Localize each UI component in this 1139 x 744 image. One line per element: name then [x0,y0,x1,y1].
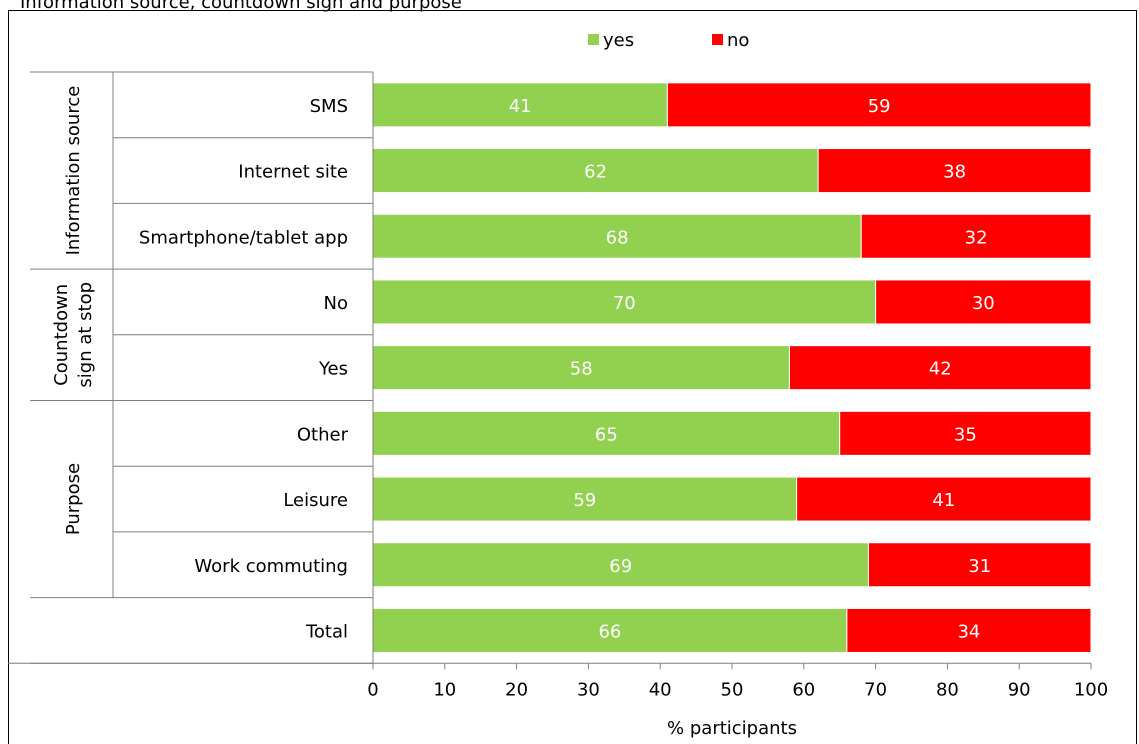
category-label-leisure: Leisure [283,490,348,511]
bar-label-no-no: 30 [972,293,995,314]
category-labels: SMS Internet site Smartphone/tablet app No Y… [139,96,349,643]
bar-label-no-sms: 59 [868,96,891,117]
category-label-smartphone-tablet-app: Smartphone/tablet app [139,227,348,248]
x-tick-label: 30 [577,679,600,700]
bar-label-no-total: 34 [957,621,980,642]
x-tick-label: 40 [649,679,672,700]
group-label-line: Countdown [51,284,72,386]
group-label-line: sign at stop [75,282,96,388]
bar-yes-total [372,607,848,653]
x-tick-label: 80 [936,679,959,700]
x-tick-label: 70 [864,679,887,700]
bar-label-no-work-commuting: 31 [968,556,991,577]
bar-label-yes-internet-site: 62 [584,162,607,183]
bar-yes-work-commuting [372,542,869,588]
bar-yes-leisure [372,476,798,522]
bar-yes-yes [372,345,790,391]
x-tick-label: 90 [1008,679,1031,700]
bar-no-work-commuting [867,542,1092,588]
x-tick-label: 100 [1074,679,1108,700]
category-label-other: Other [297,424,349,445]
bar-no-smartphone-tablet-app [860,213,1092,259]
category-label-work-commuting: Work commuting [194,556,348,577]
bar-yes-sms [372,82,668,128]
bar-yes-no [372,279,877,325]
bar-label-yes-smartphone-tablet-app: 68 [606,227,629,248]
bar-no-no [875,279,1092,325]
bar-label-no-internet-site: 38 [943,162,966,183]
bar-label-yes-work-commuting: 69 [609,556,632,577]
group-label-purpose: Purpose [63,463,84,535]
bar-label-yes-total: 66 [598,621,621,642]
x-axis-label: % participants [667,718,797,739]
bar-label-no-yes: 42 [929,359,952,380]
bar-label-yes-sms: 41 [509,96,532,117]
group-label-information-source: Information source [63,86,84,256]
x-tick-label: 10 [433,679,456,700]
x-tick-label: 0 [367,679,378,700]
x-tick-label: 50 [721,679,744,700]
legend-swatch-no [712,34,723,45]
bar-label-yes-yes: 58 [570,359,593,380]
bar-label-no-leisure: 41 [932,490,955,511]
bar-no-yes [788,345,1092,391]
bar-label-no-other: 35 [954,424,977,445]
x-tick-label: 20 [505,679,528,700]
bar-no-sms [666,82,1092,128]
bar-label-yes-leisure: 59 [573,490,596,511]
category-label-no: No [324,293,348,314]
category-label-yes: Yes [318,359,348,380]
chart-frame [8,10,1137,744]
chart-title: Information source, countdown sign and p… [20,0,462,13]
x-tick-label: 60 [792,679,815,700]
bar-label-yes-other: 65 [595,424,618,445]
category-label-sms: SMS [310,96,348,117]
bar-value-labels: 41 59 62 38 68 32 70 30 58 42 65 35 59 41 69 31 66 34 [509,96,995,643]
legend-label-yes: yes [603,30,634,51]
bar-label-yes-no: 70 [613,293,636,314]
legend-swatch-yes [588,34,599,45]
legend: yes no [588,30,749,51]
bar-label-no-smartphone-tablet-app: 32 [965,227,988,248]
bars [372,82,1092,653]
bar-no-total [846,607,1092,653]
category-label-total: Total [305,621,348,642]
category-group-labels: Information source Countdown sign at stop P… [51,86,96,535]
x-axis: 0 10 20 30 40 50 60 70 80 90 100 [8,72,1108,700]
bar-no-other [839,410,1092,456]
group-label-countdown-sign-at-stop: Countdown sign at stop [51,282,96,388]
bar-yes-internet-site [372,148,819,194]
bar-no-internet-site [817,148,1092,194]
legend-label-no: no [727,30,749,51]
category-label-internet-site: Internet site [238,162,348,183]
bar-yes-smartphone-tablet-app [372,213,862,259]
bar-no-leisure [796,476,1092,522]
